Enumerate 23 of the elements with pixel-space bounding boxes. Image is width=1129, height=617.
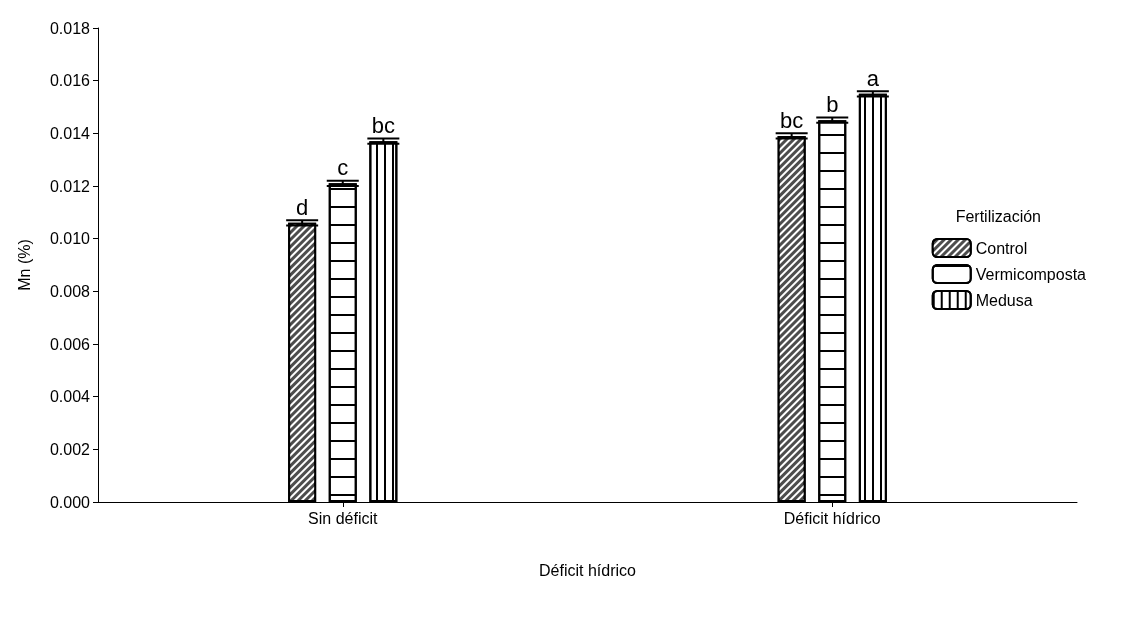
y-axis-title: Mn (%)	[15, 239, 33, 291]
y-tick-label: 0.004	[49, 388, 91, 406]
x-axis-title: Déficit hídrico	[539, 561, 637, 579]
legend-label: Control	[975, 239, 1028, 257]
y-tick-label: 0.006	[49, 335, 91, 353]
y-tick-label: 0.014	[49, 124, 91, 142]
annotation: bc	[780, 107, 804, 133]
annotation: c	[337, 155, 349, 181]
y-tick-label: 0.002	[49, 440, 91, 458]
annotation: b	[826, 92, 839, 118]
y-tick-label: 0.010	[49, 230, 91, 248]
annotation: bc	[371, 113, 395, 139]
x-tick-label: Sin déficit	[308, 509, 378, 527]
annotation: d	[296, 194, 309, 220]
y-tick-label: 0.016	[49, 72, 91, 90]
annotation: a	[866, 65, 880, 91]
y-tick-label: 0.018	[49, 19, 91, 37]
legend-label: Medusa	[975, 291, 1033, 309]
y-tick-label: 0.008	[49, 282, 91, 300]
y-tick-label: 0.012	[49, 177, 91, 195]
legend-label: Vermicomposta	[975, 265, 1087, 283]
y-tick-label: 0.000	[49, 493, 91, 511]
legend-title: Fertilización	[955, 207, 1041, 225]
